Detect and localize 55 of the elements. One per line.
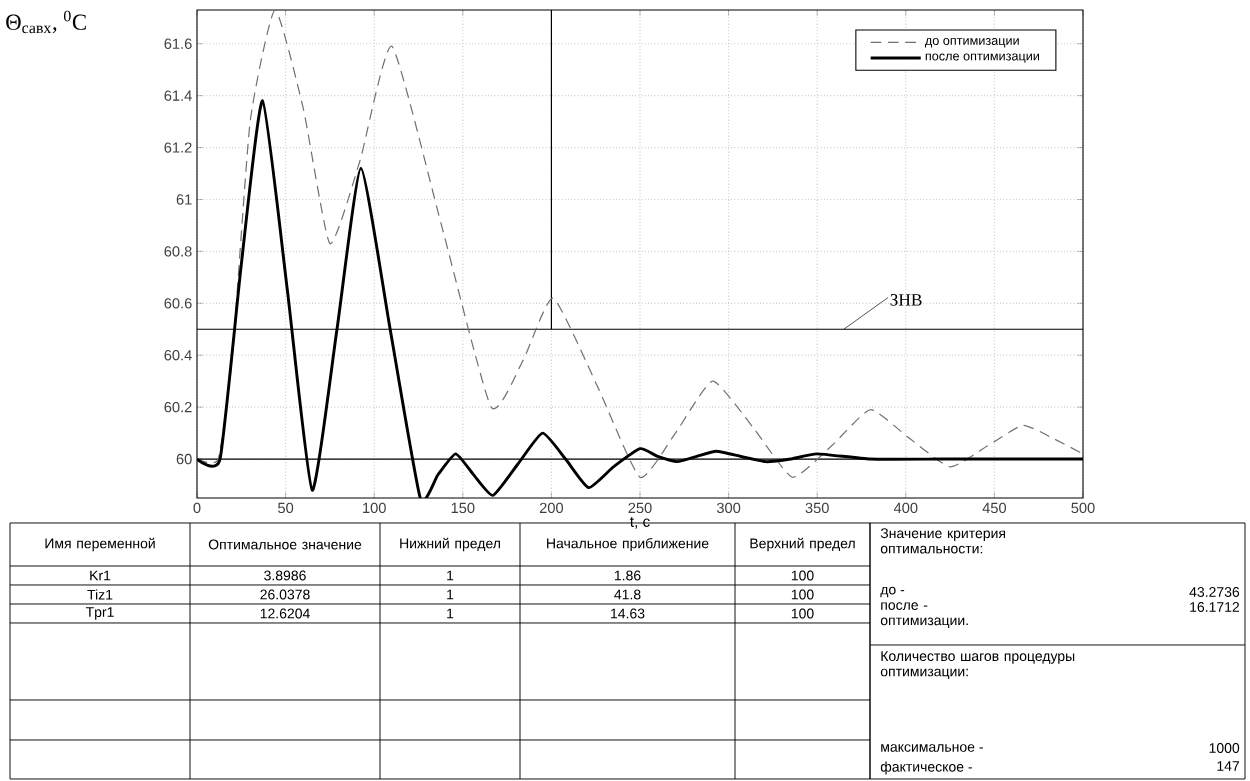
- y-tick-label: 61: [176, 194, 192, 205]
- legend-label: до оптимизации: [925, 38, 1019, 48]
- text: 12.6204: [260, 608, 310, 619]
- y-tick-label: 61.2: [164, 142, 192, 153]
- text: 100: [791, 589, 814, 600]
- text: 3.8986: [264, 570, 306, 581]
- text: 1000: [1209, 743, 1240, 753]
- x-tick-label: 200: [539, 502, 564, 514]
- y-tick-label: 60: [176, 453, 192, 465]
- x-tick-label: 500: [1071, 502, 1095, 514]
- text: максимальное -: [881, 744, 983, 752]
- text: Начальное приближение: [547, 537, 709, 552]
- x-tick-label: 0: [193, 502, 201, 514]
- text: Tiz1: [87, 589, 113, 600]
- text: 14.63: [611, 608, 645, 619]
- y-tick-label: 61.6: [164, 38, 192, 49]
- text: 1: [447, 608, 454, 619]
- legend-label: после оптимизации: [925, 53, 1040, 63]
- text: Значение критерия оптимальности:: [880, 528, 1006, 554]
- text: Оптимальное значение: [208, 539, 362, 550]
- text: 26.0378: [260, 589, 310, 600]
- text: до -: [880, 586, 905, 598]
- x-tick-label: 350: [805, 502, 829, 514]
- y-tick-label: 61.4: [164, 90, 192, 101]
- text: Количество шагов процедуры оптимизации:: [880, 651, 1075, 679]
- x-tick-label: 250: [628, 502, 652, 514]
- x-tick-label: 150: [451, 502, 475, 514]
- text: 1.86: [614, 570, 641, 581]
- x-tick-label: 450: [982, 502, 1007, 514]
- text: Нижний предел: [400, 537, 500, 552]
- y-tick-label: 60.8: [164, 246, 192, 257]
- x-axis-title: t, с: [630, 516, 650, 529]
- text: Tpr1: [85, 607, 114, 620]
- text: 100: [791, 570, 814, 581]
- x-tick-label: 100: [363, 502, 386, 514]
- text: Kr1: [90, 570, 111, 581]
- y-axis-title: Θ$_{савх}$, $^{0}$С: [6, 10, 86, 34]
- x-tick-label: 50: [278, 502, 294, 514]
- text: 43.2736: [1189, 587, 1240, 597]
- text: после - оптимизации.: [880, 602, 968, 628]
- ref-line-label: ЗНВ: [890, 294, 922, 306]
- text: 41.8: [614, 589, 641, 600]
- text: Имя переменной: [45, 537, 155, 552]
- y-tick-label: 60.4: [164, 350, 192, 361]
- y-tick-label: 60.6: [164, 298, 192, 309]
- text: 16.1712: [1190, 602, 1240, 612]
- text: 100: [791, 608, 814, 619]
- text: Верхний предел: [750, 537, 855, 552]
- x-tick-label: 400: [893, 502, 918, 514]
- y-tick-label: 60.2: [164, 401, 192, 413]
- text: 1: [447, 589, 454, 600]
- text: 147: [1217, 761, 1240, 771]
- text: 1: [447, 570, 454, 581]
- x-tick-label: 300: [716, 502, 741, 514]
- text: фактическое -: [880, 761, 972, 775]
